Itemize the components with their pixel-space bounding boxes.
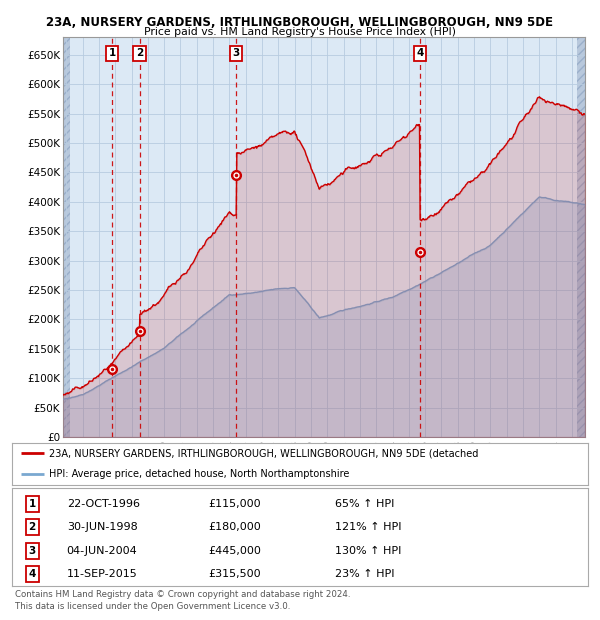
Text: 23A, NURSERY GARDENS, IRTHLINGBOROUGH, WELLINGBOROUGH, NN9 5DE (detached: 23A, NURSERY GARDENS, IRTHLINGBOROUGH, W…	[49, 448, 479, 458]
Text: £445,000: £445,000	[208, 546, 261, 556]
Text: 65% ↑ HPI: 65% ↑ HPI	[335, 498, 394, 508]
Text: 2: 2	[29, 522, 36, 532]
Text: Contains HM Land Registry data © Crown copyright and database right 2024.
This d: Contains HM Land Registry data © Crown c…	[15, 590, 350, 611]
Text: 4: 4	[416, 48, 424, 58]
Text: 3: 3	[233, 48, 240, 58]
Text: 23% ↑ HPI: 23% ↑ HPI	[335, 569, 394, 579]
Text: 3: 3	[29, 546, 36, 556]
Text: 22-OCT-1996: 22-OCT-1996	[67, 498, 140, 508]
Text: 4: 4	[28, 569, 36, 579]
Text: 2: 2	[136, 48, 143, 58]
Text: £180,000: £180,000	[208, 522, 260, 532]
Text: 11-SEP-2015: 11-SEP-2015	[67, 569, 137, 579]
Text: 1: 1	[29, 498, 36, 508]
Bar	[63, 37, 70, 437]
Text: 130% ↑ HPI: 130% ↑ HPI	[335, 546, 401, 556]
Text: HPI: Average price, detached house, North Northamptonshire: HPI: Average price, detached house, Nort…	[49, 469, 350, 479]
Bar	[577, 37, 585, 437]
Text: 04-JUN-2004: 04-JUN-2004	[67, 546, 137, 556]
Text: Price paid vs. HM Land Registry's House Price Index (HPI): Price paid vs. HM Land Registry's House …	[144, 27, 456, 37]
Text: 1: 1	[109, 48, 116, 58]
Text: 23A, NURSERY GARDENS, IRTHLINGBOROUGH, WELLINGBOROUGH, NN9 5DE: 23A, NURSERY GARDENS, IRTHLINGBOROUGH, W…	[47, 16, 554, 29]
Text: 30-JUN-1998: 30-JUN-1998	[67, 522, 137, 532]
Text: £315,500: £315,500	[208, 569, 260, 579]
Text: 121% ↑ HPI: 121% ↑ HPI	[335, 522, 401, 532]
Text: £115,000: £115,000	[208, 498, 260, 508]
